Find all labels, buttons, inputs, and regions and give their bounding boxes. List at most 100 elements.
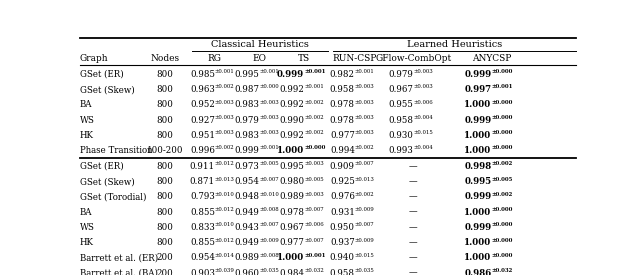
Text: HK: HK [80,238,94,247]
Text: ±0.015: ±0.015 [413,130,433,135]
Text: ±0.007: ±0.007 [260,177,279,182]
Text: Nodes: Nodes [151,54,180,63]
Text: ±0.003: ±0.003 [413,69,433,74]
Text: 0.993: 0.993 [388,146,413,155]
Text: ±0.015: ±0.015 [355,253,374,258]
Text: 0.985: 0.985 [190,70,215,79]
Text: GSet (Skew): GSet (Skew) [80,177,135,186]
Text: ±0.006: ±0.006 [304,222,324,227]
Text: ±0.002: ±0.002 [492,192,513,197]
Text: ±0.003: ±0.003 [215,130,235,135]
Text: ±0.000: ±0.000 [304,145,326,150]
Text: RG: RG [208,54,222,63]
Text: ±0.007: ±0.007 [355,222,374,227]
Text: —: — [409,238,418,247]
Text: ±0.002: ±0.002 [215,145,234,150]
Text: 800: 800 [157,70,173,79]
Text: —: — [409,269,418,275]
Text: 100-200: 100-200 [147,146,184,155]
Text: ±0.000: ±0.000 [492,115,513,120]
Text: 0.986: 0.986 [465,269,492,275]
Text: ±0.000: ±0.000 [492,253,513,258]
Text: 0.992: 0.992 [279,100,304,109]
Text: 0.978: 0.978 [330,100,355,109]
Text: 0.995: 0.995 [279,162,304,171]
Text: ±0.002: ±0.002 [355,145,374,150]
Text: ±0.002: ±0.002 [304,100,324,105]
Text: Classical Heuristics: Classical Heuristics [211,40,308,49]
Text: 0.999: 0.999 [465,70,492,79]
Text: —: — [409,208,418,217]
Text: ±0.013: ±0.013 [355,177,374,182]
Text: 0.978: 0.978 [330,116,355,125]
Text: 0.949: 0.949 [235,238,260,247]
Text: 0.990: 0.990 [279,116,304,125]
Text: 0.903: 0.903 [190,269,215,275]
Text: ±0.003: ±0.003 [413,84,433,89]
Text: 0.909: 0.909 [330,162,355,171]
Text: RUN-CSP: RUN-CSP [333,54,377,63]
Text: 0.833: 0.833 [190,223,215,232]
Text: ±0.000: ±0.000 [492,130,513,135]
Text: 800: 800 [157,177,173,186]
Text: ±0.012: ±0.012 [215,161,235,166]
Text: 0.983: 0.983 [235,100,260,109]
Text: 0.948: 0.948 [234,192,260,201]
Text: ±0.002: ±0.002 [492,161,513,166]
Text: 0.999: 0.999 [465,116,492,125]
Text: 0.952: 0.952 [190,100,215,109]
Text: 0.995: 0.995 [235,70,260,79]
Text: ±0.008: ±0.008 [260,253,279,258]
Text: ±0.005: ±0.005 [260,161,279,166]
Text: ±0.003: ±0.003 [304,192,324,197]
Text: 0.973: 0.973 [235,162,260,171]
Text: 1.000: 1.000 [465,131,492,140]
Text: 0.960: 0.960 [234,269,260,275]
Text: ±0.009: ±0.009 [260,238,279,243]
Text: —: — [409,177,418,186]
Text: 0.967: 0.967 [388,85,413,94]
Text: 800: 800 [157,208,173,217]
Text: TS: TS [298,54,310,63]
Text: ±0.005: ±0.005 [304,177,324,182]
Text: ±0.007: ±0.007 [304,238,324,243]
Text: ±0.009: ±0.009 [355,207,374,212]
Text: 0.871: 0.871 [190,177,215,186]
Text: 0.992: 0.992 [279,131,304,140]
Text: ±0.007: ±0.007 [304,207,324,212]
Text: ±0.001: ±0.001 [260,145,279,150]
Text: GFlow-CombOpt: GFlow-CombOpt [375,54,451,63]
Text: ±0.032: ±0.032 [304,268,324,273]
Text: ±0.001: ±0.001 [304,69,326,74]
Text: Graph: Graph [80,54,109,63]
Text: 0.999: 0.999 [465,192,492,201]
Text: EO: EO [253,54,266,63]
Text: ±0.005: ±0.005 [492,177,513,182]
Text: 0.855: 0.855 [190,208,215,217]
Text: 0.997: 0.997 [465,85,492,94]
Text: 0.979: 0.979 [388,70,413,79]
Text: 800: 800 [157,116,173,125]
Text: ±0.014: ±0.014 [215,253,235,258]
Text: —: — [409,223,418,232]
Text: ±0.008: ±0.008 [260,207,279,212]
Text: ±0.002: ±0.002 [304,130,324,135]
Text: 0.967: 0.967 [279,223,304,232]
Text: ±0.009: ±0.009 [355,238,374,243]
Text: —: — [409,253,418,262]
Text: 1.000: 1.000 [465,100,492,109]
Text: Phase Transition: Phase Transition [80,146,152,155]
Text: 800: 800 [157,192,173,201]
Text: ±0.004: ±0.004 [413,145,433,150]
Text: 800: 800 [157,238,173,247]
Text: GSet (Torodial): GSet (Torodial) [80,192,147,201]
Text: ±0.035: ±0.035 [260,268,279,273]
Text: 0.931: 0.931 [330,208,355,217]
Text: ±0.003: ±0.003 [260,100,279,105]
Text: 0.951: 0.951 [190,131,215,140]
Text: 0.994: 0.994 [330,146,355,155]
Text: 0.987: 0.987 [234,85,260,94]
Text: 0.999: 0.999 [235,146,260,155]
Text: ±0.003: ±0.003 [215,115,235,120]
Text: ±0.012: ±0.012 [215,207,235,212]
